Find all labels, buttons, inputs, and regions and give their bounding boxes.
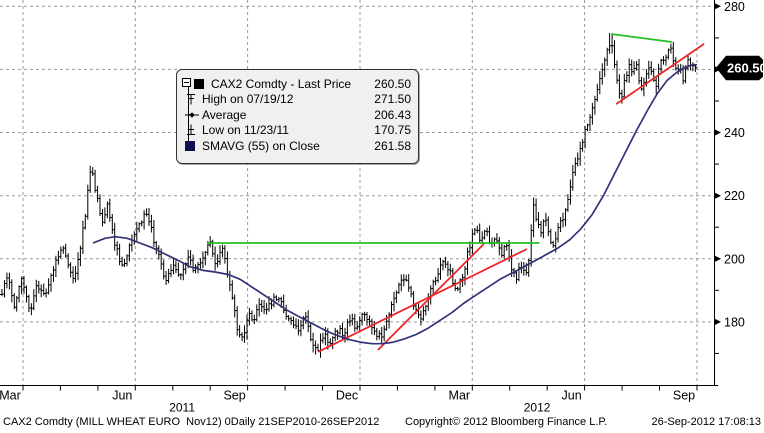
svg-text:Sep: Sep [223,389,245,403]
legend-label: Average [202,107,247,122]
high-marker-icon [185,93,199,105]
svg-text:Mar: Mar [449,389,471,403]
svg-text:2012: 2012 [524,401,551,415]
x-axis-ticks: Mar Jun Sep Dec Mar Jun Sep 2011 2012 [0,385,698,415]
legend-row[interactable]: Low on 11/23/11 170.75 [185,122,411,137]
svg-text:Dec: Dec [336,389,358,403]
price-bars [0,33,698,358]
legend-value: 260.50 [374,76,411,91]
chart-legend[interactable]: CAX2 Comdty - Last Price 260.50 High on … [176,69,419,164]
svg-text:220: 220 [724,189,745,203]
svg-text:Jun: Jun [562,389,582,403]
legend-row[interactable]: High on 07/19/12 271.50 [185,91,411,106]
legend-value: 271.50 [374,91,411,106]
legend-label: CAX2 Comdty - Last Price [211,76,352,91]
low-marker-icon [185,124,199,136]
svg-text:2011: 2011 [169,401,195,415]
legend-value: 261.58 [374,138,411,153]
legend-row[interactable]: Average 206.43 [185,107,411,122]
collapse-icon[interactable] [182,78,191,87]
footer-timestamp: 26-Sep-2012 17:08:13 [651,416,761,428]
legend-row[interactable]: CAX2 Comdty - Last Price 260.50 [185,76,411,91]
y-axis-ticks: 180200220240260280 [714,0,745,354]
svg-text:280: 280 [724,0,745,14]
last-price-swatch-icon [194,78,208,90]
average-marker-icon [185,109,199,121]
footer-security-description: CAX2 Comdty (MILL WHEAT EURO Nov12) 0Dai… [3,416,380,428]
legend-label: Low on 11/23/11 [202,122,289,137]
svg-text:200: 200 [724,252,745,266]
svg-text:180: 180 [724,315,745,329]
legend-row[interactable]: SMAVG (55) on Close 261.58 [185,138,411,153]
legend-label: High on 07/19/12 [202,91,294,106]
last-price-tag: 260.50 [716,55,764,81]
legend-value: 170.75 [374,122,411,137]
trendlines [207,33,705,353]
legend-value: 206.43 [374,107,411,122]
svg-text:260.50: 260.50 [727,60,764,75]
smavg-swatch-icon [185,140,199,152]
footer-copyright: Copyright© 2012 Bloomberg Finance L.P. [405,416,608,428]
svg-text:240: 240 [724,126,745,140]
svg-text:Sep: Sep [673,389,695,403]
legend-label: SMAVG (55) on Close [202,138,320,153]
smavg-line [92,63,697,345]
svg-text:Jun: Jun [112,389,132,403]
svg-text:Mar: Mar [0,389,21,403]
